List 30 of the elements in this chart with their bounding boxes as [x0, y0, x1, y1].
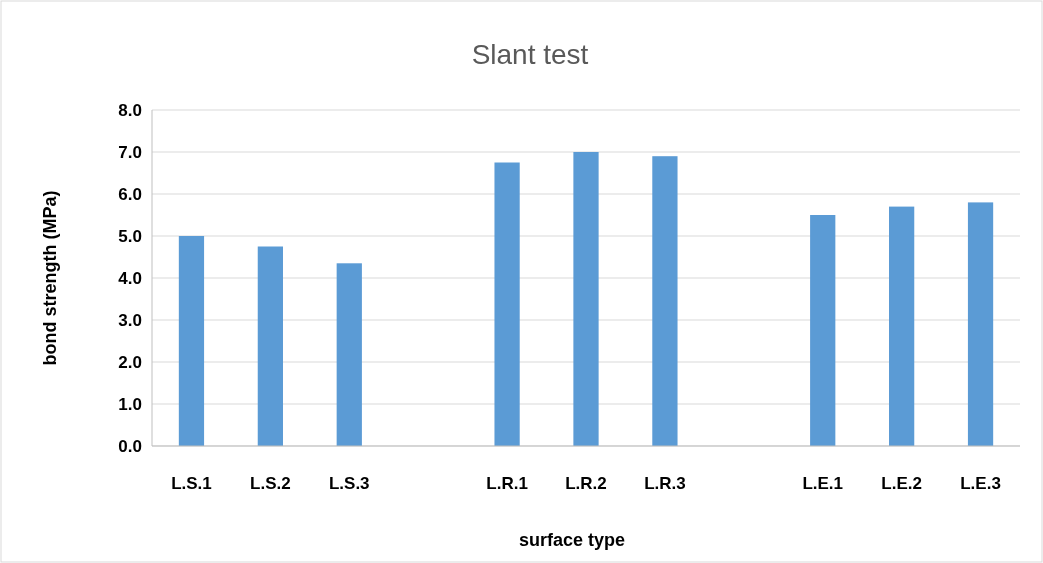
y-tick-label: 0.0 — [118, 436, 142, 456]
chart-title: Slant test — [471, 39, 589, 70]
bar — [810, 215, 836, 446]
x-axis-title: surface type — [518, 530, 626, 550]
x-tick-label: L.S.2 — [250, 474, 291, 493]
bar — [652, 156, 678, 446]
x-tick-label: L.R.1 — [486, 474, 528, 493]
bar — [967, 202, 994, 446]
x-tick-label: L.E.1 — [802, 474, 844, 493]
y-axis-title: bond strength (MPa) — [40, 190, 60, 366]
bar — [336, 263, 362, 446]
bar — [494, 162, 520, 446]
y-tick-label: 2.0 — [118, 352, 142, 372]
x-tick-label: L.R.3 — [644, 474, 686, 493]
y-tick-label: 8.0 — [118, 100, 142, 120]
x-tick-label: L.R.2 — [565, 474, 607, 493]
x-tick-label: L.S.3 — [328, 474, 370, 493]
y-tick-label: 1.0 — [118, 394, 142, 414]
x-tick-label: L.S.1 — [171, 474, 212, 493]
y-tick-label: 7.0 — [118, 142, 142, 162]
bar — [889, 206, 915, 446]
y-tick-label: 3.0 — [118, 310, 142, 330]
y-tick-label: 6.0 — [118, 184, 142, 204]
bar — [257, 246, 283, 446]
x-tick-label: L.E.2 — [881, 474, 922, 493]
bar — [178, 236, 205, 446]
y-tick-label: 4.0 — [118, 268, 142, 288]
y-tick-label: 5.0 — [118, 226, 142, 246]
x-tick-label: L.E.3 — [960, 474, 1001, 493]
bar — [573, 152, 599, 446]
